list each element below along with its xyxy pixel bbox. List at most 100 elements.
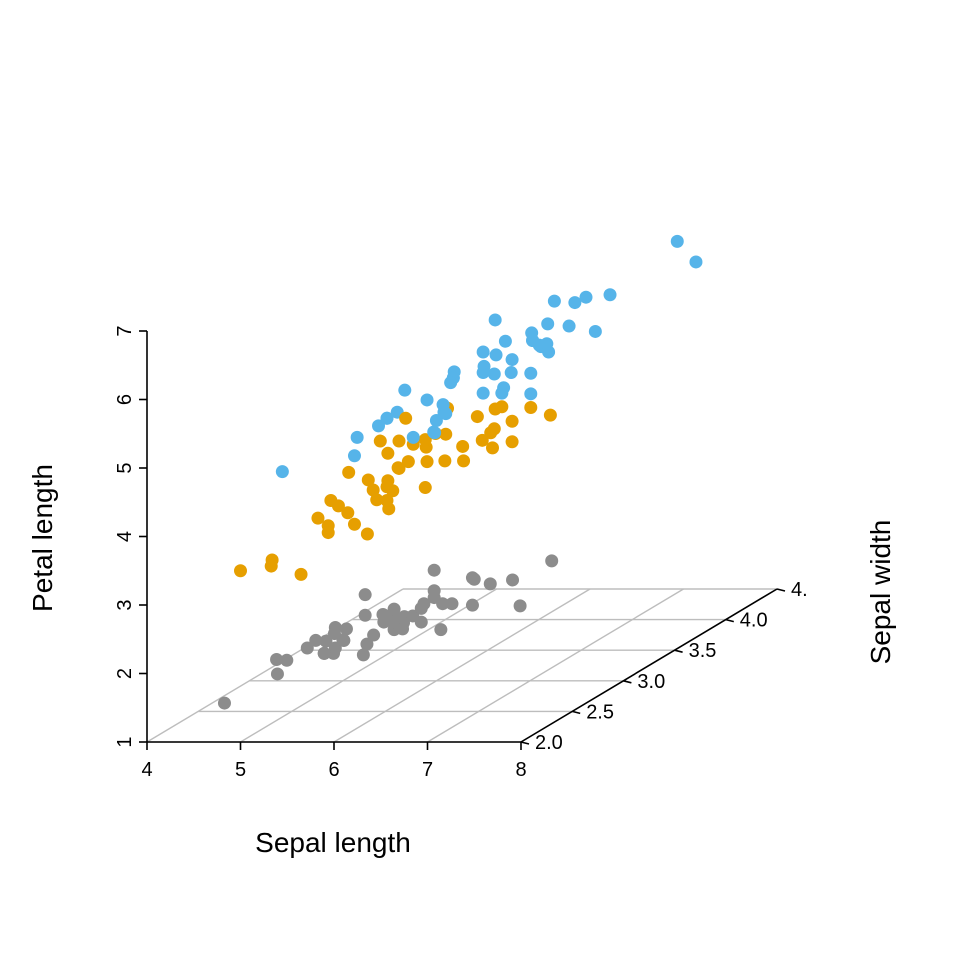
data-point [270, 653, 284, 667]
data-point [470, 410, 484, 424]
grid-line-x [240, 588, 497, 743]
z-tick-label: 2 [114, 668, 136, 679]
y-tick [725, 618, 734, 623]
data-point [505, 353, 519, 367]
data-point [465, 571, 479, 585]
data-point [401, 455, 415, 469]
data-point [414, 615, 428, 629]
data-point [380, 494, 394, 508]
x-tick-label: 8 [515, 759, 526, 781]
z-axis-title: Petal length [27, 464, 58, 612]
data-point [438, 454, 452, 468]
grid-line-x [333, 588, 591, 743]
data-point [476, 366, 490, 380]
data-point [504, 366, 518, 380]
data-point [360, 637, 374, 651]
y-tick-label: 3.5 [689, 640, 717, 662]
data-point [234, 564, 247, 578]
y-axis-line [520, 588, 778, 743]
data-point [603, 288, 617, 302]
data-point [524, 401, 538, 415]
data-point [483, 577, 497, 591]
data-point [427, 425, 441, 439]
data-point [524, 366, 538, 380]
data-point [331, 499, 345, 513]
data-point [505, 435, 519, 449]
data-point [360, 527, 374, 541]
data-point [420, 393, 434, 407]
data-point [506, 573, 520, 587]
data-point [541, 317, 555, 331]
data-point [319, 634, 333, 648]
data-point [387, 602, 401, 616]
data-point [270, 667, 284, 681]
x-tick-label: 5 [235, 759, 246, 781]
data-point [670, 234, 684, 248]
y-tick [520, 741, 530, 745]
data-point [358, 608, 372, 622]
y-tick [776, 588, 786, 592]
data-point [347, 449, 361, 463]
data-point [484, 426, 498, 440]
data-point [376, 607, 390, 621]
data-point [543, 408, 557, 422]
data-points [217, 234, 703, 710]
data-point [420, 455, 434, 469]
data-point [327, 646, 341, 660]
y-tick [674, 649, 683, 653]
data-point [317, 646, 331, 660]
data-point [358, 588, 372, 602]
data-point [476, 386, 490, 400]
data-point [321, 526, 335, 540]
data-point [568, 296, 582, 310]
data-point [540, 337, 554, 351]
x-tick-label: 6 [328, 759, 339, 781]
data-point [436, 597, 450, 611]
data-point [465, 598, 479, 612]
data-point [445, 597, 459, 611]
floor-grid [146, 588, 778, 743]
data-point [370, 493, 384, 507]
z-tick-label: 6 [114, 394, 136, 405]
data-point [689, 255, 703, 269]
data-point [525, 326, 539, 340]
data-point [489, 348, 503, 362]
ticks: 4 5 6 7 8 1 2 3 4 5 6 7 2.0 2.5 3.0 3.5 4.0 4. [114, 325, 808, 781]
data-point [398, 383, 412, 397]
data-point [350, 430, 364, 444]
y-tick-label: 2.0 [535, 732, 563, 754]
data-point [414, 601, 428, 615]
data-point [367, 628, 381, 642]
data-point [505, 414, 519, 428]
data-point [280, 653, 294, 667]
data-point [264, 559, 278, 573]
data-point [427, 563, 441, 577]
data-point [439, 427, 453, 441]
data-point [475, 433, 489, 447]
data-point [373, 434, 387, 448]
data-point [476, 345, 490, 359]
x-axis-title: Sepal length [255, 827, 411, 858]
data-point [366, 483, 380, 497]
y-tick-label: 4. [791, 579, 808, 601]
data-point [524, 387, 538, 401]
data-point [399, 411, 413, 425]
data-point [336, 633, 350, 647]
y-tick [623, 680, 632, 684]
data-point [444, 376, 458, 390]
data-point [487, 367, 501, 381]
data-point [562, 319, 576, 333]
data-point [396, 622, 410, 636]
data-point [406, 430, 420, 444]
data-point [488, 313, 502, 327]
data-point [381, 446, 395, 460]
y-tick-label: 2.5 [586, 701, 614, 723]
z-tick-label: 7 [114, 325, 136, 336]
data-point [275, 465, 289, 479]
y-tick-label: 3.0 [637, 671, 665, 693]
data-point [380, 411, 394, 425]
data-point [392, 434, 406, 448]
data-point [356, 648, 370, 662]
data-point [545, 554, 559, 568]
data-point [386, 484, 400, 498]
